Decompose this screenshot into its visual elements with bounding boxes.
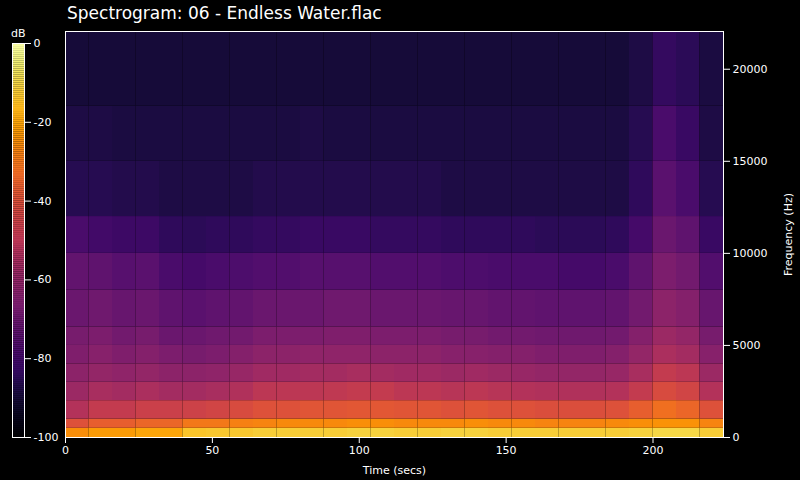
svg-text:-80: -80 <box>34 352 52 365</box>
html-text:Spectrogram: 06 - Endless Wate: Spectrogram: 06 - Endless Water.flac <box>67 3 382 23</box>
svg-text:0: 0 <box>733 431 740 444</box>
svg-text:Frequency (Hz): Frequency (Hz) <box>782 193 795 276</box>
svg-text:200: 200 <box>643 444 664 457</box>
svg-text:Time (secs): Time (secs) <box>362 464 426 477</box>
svg-text:10000: 10000 <box>733 247 768 260</box>
svg-text:15000: 15000 <box>733 155 768 168</box>
svg-text:150: 150 <box>496 444 517 457</box>
svg-text:-40: -40 <box>34 195 52 208</box>
svg-text:-60: -60 <box>34 273 52 286</box>
svg-text:-20: -20 <box>34 116 52 129</box>
svg-text:0: 0 <box>34 37 41 50</box>
svg-text:50: 50 <box>205 444 219 457</box>
html-text:dB: dB <box>11 27 26 40</box>
svg-text:-100: -100 <box>34 431 59 444</box>
svg-text:0: 0 <box>62 444 69 457</box>
svg-text:5000: 5000 <box>733 339 761 352</box>
svg-text:20000: 20000 <box>733 63 768 76</box>
svg-text:100: 100 <box>349 444 370 457</box>
